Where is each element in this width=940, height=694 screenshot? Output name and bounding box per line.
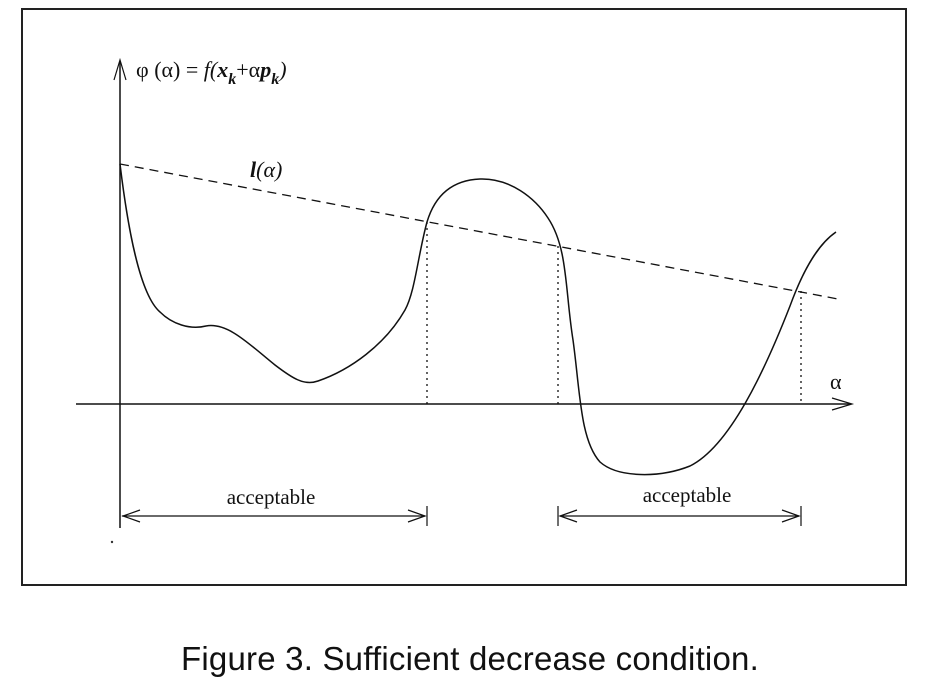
stray-dot [110,540,114,544]
phi-label: φ (α) = f(xk+αpk) [136,57,287,88]
phi-curve [119,163,837,476]
acceptable-right-label: acceptable [643,483,732,507]
figure-frame [21,8,907,586]
line-label: l(α) [250,157,282,182]
sufficient-decrease-line [119,163,839,300]
vertical-axis-arrowhead [113,57,127,81]
figure-caption: Figure 3. Sufficient decrease condition. [181,640,759,677]
alpha-axis-label: α [830,369,842,394]
acceptable-left-label: acceptable [227,485,316,509]
acceptable-interval-left-arrowhead-end [407,509,427,523]
acceptable-interval-left-arrowhead-start [121,509,141,523]
acceptable-interval-right-arrowhead-start [558,509,578,523]
acceptable-interval-right-arrowhead-end [781,509,801,523]
horizontal-axis-arrowhead [831,397,855,411]
